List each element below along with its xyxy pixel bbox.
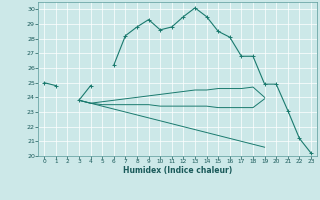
X-axis label: Humidex (Indice chaleur): Humidex (Indice chaleur) bbox=[123, 166, 232, 175]
